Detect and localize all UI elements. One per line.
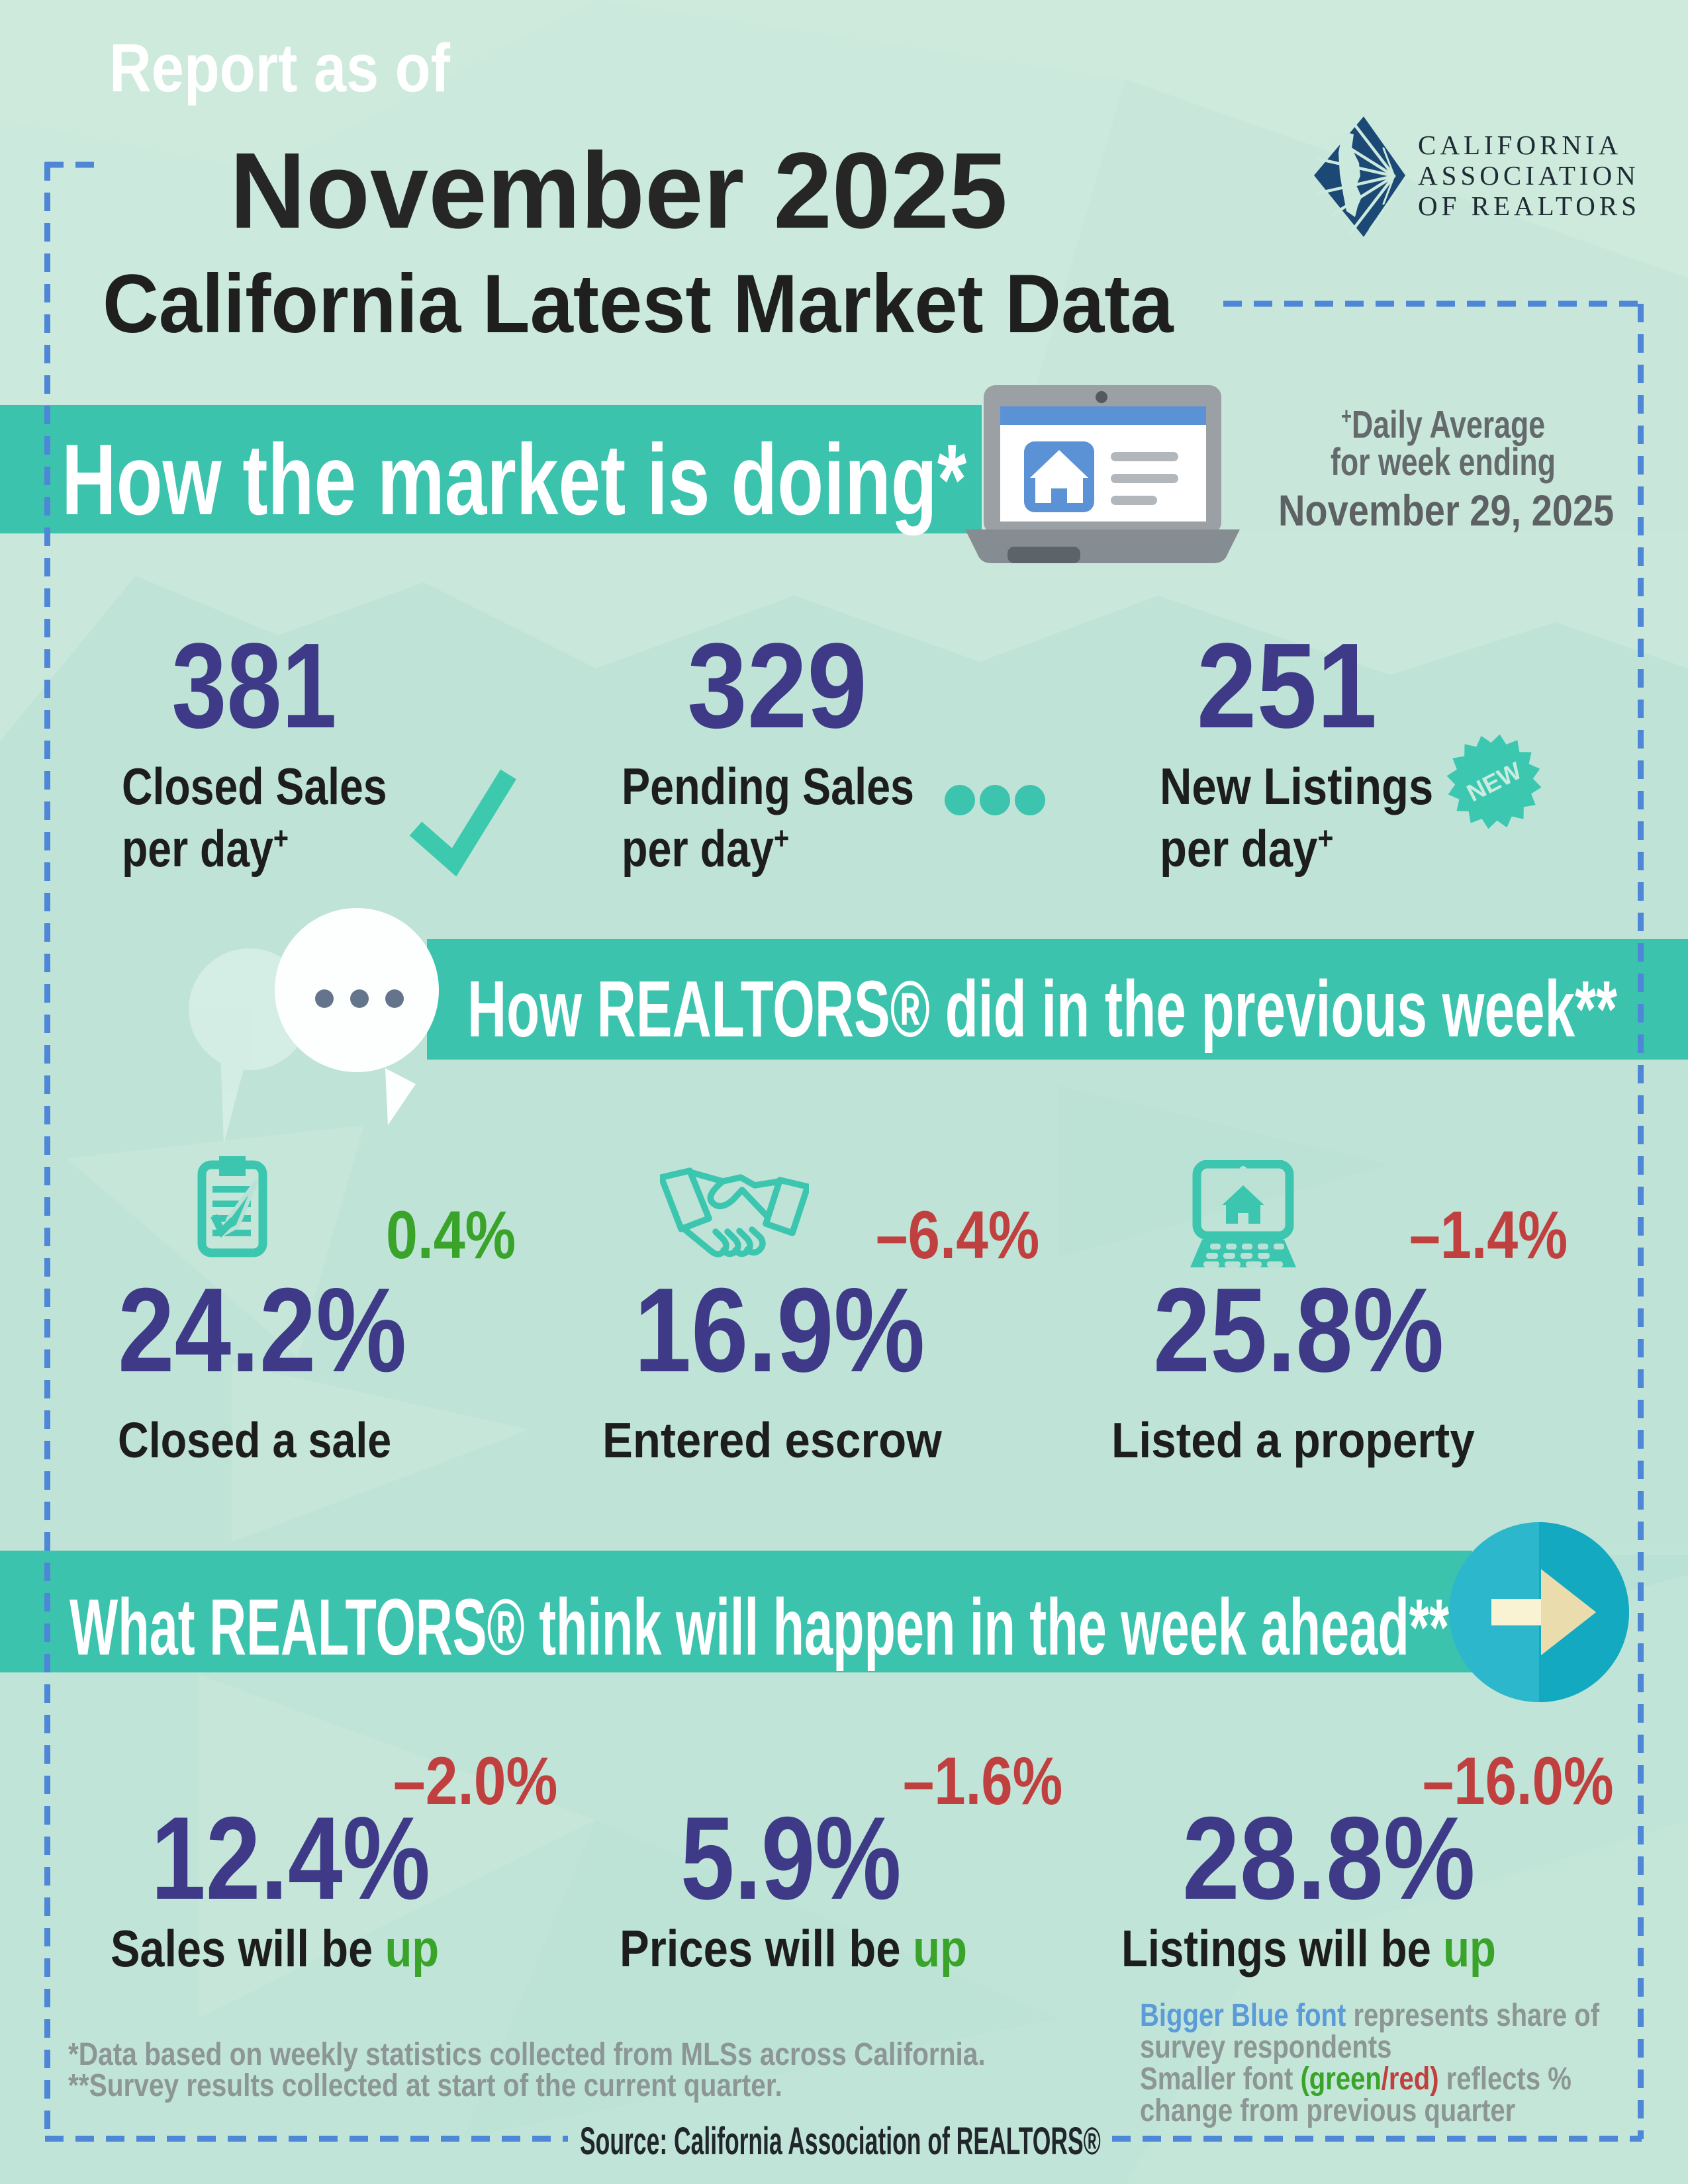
svg-text:OF REALTORS®: OF REALTORS® <box>1418 191 1640 221</box>
svg-text:ASSOCIATION: ASSOCIATION <box>1418 160 1640 191</box>
svg-text:CALIFORNIA: CALIFORNIA <box>1418 130 1622 160</box>
